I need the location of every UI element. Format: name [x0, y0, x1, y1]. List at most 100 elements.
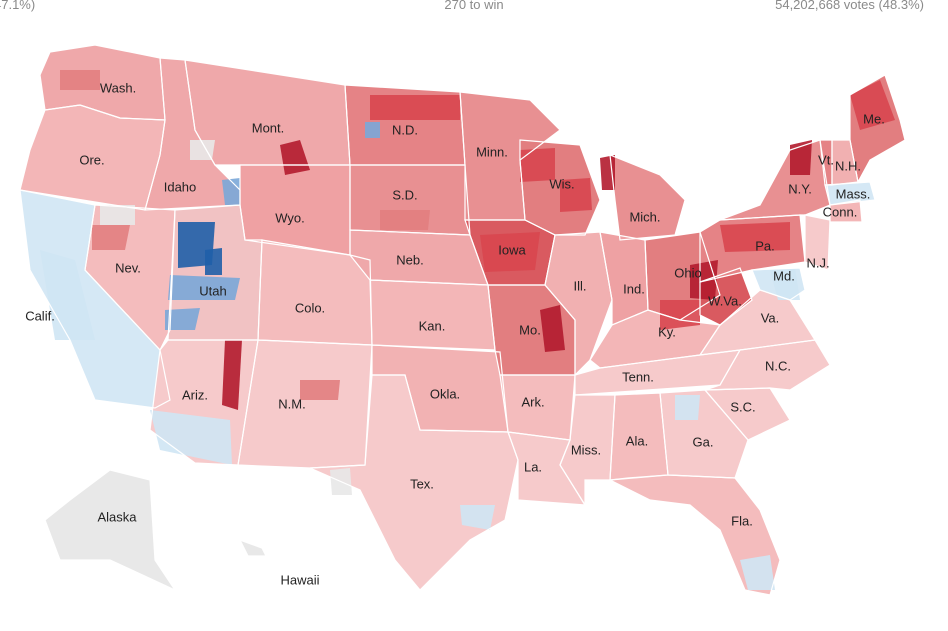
state-shape-alaska[interactable] — [45, 470, 175, 590]
state-label-nev: Nev. — [115, 260, 141, 276]
state-shape-nm[interactable] — [238, 340, 372, 468]
county-blotch — [560, 178, 592, 212]
state-label-md: Md. — [773, 268, 795, 284]
state-shape-idaho[interactable] — [145, 58, 240, 210]
state-label-nj: N.J. — [806, 255, 830, 271]
state-border-alaska — [44, 469, 177, 592]
state-label-ga: Ga. — [692, 434, 714, 450]
state-label-calif: Calif. — [25, 308, 55, 324]
state-shape-conn[interactable] — [830, 200, 862, 222]
state-shape-tex[interactable] — [310, 375, 518, 590]
state-label-ariz: Ariz. — [182, 387, 208, 403]
state-label-mont: Mont. — [251, 120, 285, 136]
state-label-tex: Tex. — [410, 476, 434, 492]
state-shape-colo[interactable] — [258, 240, 372, 345]
state-label-tenn: Tenn. — [622, 369, 654, 385]
state-border-hawaii — [238, 538, 267, 557]
state-shape-vt[interactable] — [820, 140, 832, 185]
state-shape-wash[interactable] — [40, 45, 165, 120]
county-shading — [40, 70, 895, 590]
state-shape-wyo[interactable] — [240, 165, 350, 255]
state-label-hawaii: Hawaii — [280, 572, 320, 588]
state-shape-ore[interactable] — [20, 105, 165, 210]
win-threshold-label: 270 to win — [444, 0, 504, 12]
state-label-ark: Ark. — [521, 394, 545, 410]
state-shape-nh[interactable] — [832, 140, 858, 185]
state-label-ohio: Ohio — [674, 265, 702, 281]
state-shape-ill[interactable] — [545, 232, 612, 375]
county-blotch — [165, 308, 200, 330]
county-blotch — [370, 95, 460, 120]
state-shape-okla[interactable] — [372, 345, 508, 432]
state-shape-tenn[interactable] — [575, 350, 740, 395]
state-shape-fla[interactable] — [610, 475, 780, 595]
state-shape-nc[interactable] — [705, 340, 830, 390]
county-blotch — [740, 555, 775, 590]
state-border-ny — [719, 139, 831, 221]
state-border-ga — [659, 389, 749, 479]
state-label-miss: Miss. — [570, 442, 602, 458]
state-label-wis: Wis. — [549, 176, 575, 192]
state-label-mich: Mich. — [629, 209, 661, 225]
county-blotch — [40, 250, 95, 340]
state-shape-calif[interactable] — [20, 190, 170, 408]
state-label-utah: Utah — [199, 283, 227, 299]
state-label-nc: N.C. — [765, 358, 791, 374]
county-blotch — [280, 140, 310, 175]
state-shape-mich[interactable] — [610, 155, 685, 240]
state-border-wva — [699, 267, 753, 326]
county-blotch — [770, 268, 800, 300]
state-shape-nj[interactable] — [805, 215, 830, 270]
results-header: 47.1%) 270 to win 54,202,668 votes (48.3… — [0, 0, 948, 16]
state-shape-mass[interactable] — [825, 182, 875, 205]
state-shape-ny[interactable] — [720, 140, 830, 220]
state-shape-minn[interactable] — [460, 92, 560, 220]
state-label-va: Va. — [760, 310, 780, 326]
state-label-la: La. — [523, 459, 543, 475]
state-label-nh: N.H. — [835, 158, 861, 174]
state-shape-neb[interactable] — [350, 230, 488, 285]
state-shape-mont[interactable] — [185, 60, 350, 165]
state-label-minn: Minn. — [476, 144, 508, 160]
county-blotch — [100, 205, 135, 225]
state-label-me: Me. — [863, 111, 885, 127]
candidate-right-votes: 54,202,668 votes (48.3%) — [775, 0, 924, 12]
state-label-okla: Okla. — [429, 386, 461, 402]
state-label-conn: Conn. — [822, 204, 858, 220]
state-label-kan: Kan. — [418, 318, 446, 334]
state-label-wash: Wash. — [99, 80, 137, 96]
state-border-nj — [804, 214, 831, 271]
state-label-ky: Ky. — [658, 324, 676, 340]
county-blotch — [222, 178, 240, 205]
state-label-wva: W.Va. — [708, 293, 742, 309]
county-blotch — [520, 148, 555, 182]
state-shape-kan[interactable] — [370, 280, 495, 350]
state-shape-va[interactable] — [700, 290, 815, 355]
state-label-neb: Neb. — [396, 252, 424, 268]
state-label-sc: S.C. — [730, 399, 756, 415]
county-blotch — [92, 225, 130, 250]
state-label-ny: N.Y. — [788, 181, 812, 197]
county-blotch — [365, 122, 380, 138]
county-blotch — [540, 305, 565, 352]
state-shape-sc[interactable] — [705, 388, 790, 440]
state-label-nd: N.D. — [392, 122, 418, 138]
state-label-idaho: Idaho — [163, 179, 197, 195]
county-blotch — [205, 248, 222, 275]
state-label-sd: S.D. — [392, 187, 418, 203]
state-border-md — [751, 267, 806, 301]
county-blotch — [60, 70, 100, 90]
state-border-mich — [609, 154, 686, 241]
county-blotch — [675, 395, 700, 420]
county-blotch — [850, 80, 895, 130]
state-shape-ark[interactable] — [500, 375, 575, 440]
state-label-ala: Ala. — [625, 433, 649, 449]
state-shape-miss[interactable] — [560, 395, 615, 505]
county-blotch — [790, 140, 812, 175]
state-shape-ala[interactable] — [610, 393, 668, 480]
county-blotch — [222, 340, 242, 410]
state-border-nev — [84, 204, 176, 352]
state-label-mass: Mass. — [835, 186, 871, 202]
county-blotch — [460, 505, 495, 530]
